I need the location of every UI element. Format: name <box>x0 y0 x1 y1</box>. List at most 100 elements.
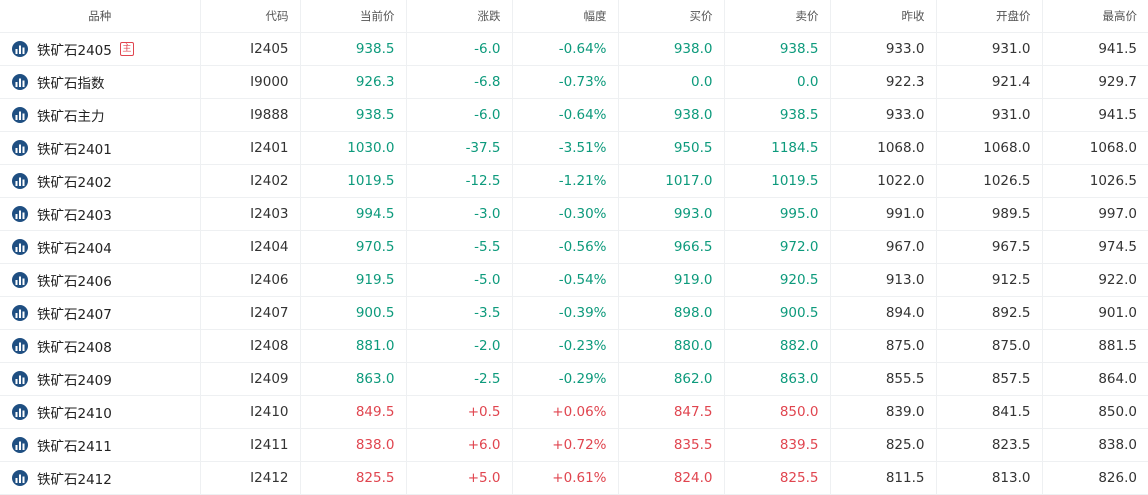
code-cell: I9000 <box>200 65 301 99</box>
high-cell: 941.5 <box>1042 98 1148 132</box>
bar-chart-icon[interactable] <box>12 404 28 420</box>
high-cell: 881.5 <box>1042 329 1148 363</box>
variety-name[interactable]: 铁矿石2401 <box>37 142 112 158</box>
table-row[interactable]: 铁矿石指数 I9000 926.3 -6.8 -0.73% 0.0 0.0 922.3 921.… <box>0 65 1148 99</box>
bid-cell: 0.0 <box>618 65 725 99</box>
table-header: 品种 代码 当前价 涨跌 幅度 买价 卖价 昨收 开盘价 最高价 <box>0 0 1148 33</box>
variety-name[interactable]: 铁矿石2407 <box>37 307 112 323</box>
table-row[interactable]: 铁矿石2407 I2407 900.5 -3.5 -0.39% 898.0 900.5 894… <box>0 296 1148 330</box>
last-price-cell: 881.0 <box>300 329 407 363</box>
table-row[interactable]: 铁矿石2410 I2410 849.5 +0.5 +0.06% 847.5 850.0 839… <box>0 395 1148 429</box>
header-change[interactable]: 涨跌 <box>406 0 513 33</box>
variety-wrap: 铁矿石2411 <box>12 435 112 455</box>
bar-chart-icon[interactable] <box>12 338 28 354</box>
last-price-cell: 926.3 <box>300 65 407 99</box>
variety-name[interactable]: 铁矿石2405 <box>37 43 112 59</box>
open-cell: 1068.0 <box>936 131 1043 165</box>
bar-chart-icon[interactable] <box>12 272 28 288</box>
table-row[interactable]: 铁矿石2402 I2402 1019.5 -12.5 -1.21% 1017.0 1019.… <box>0 164 1148 198</box>
bar-chart-icon[interactable] <box>12 173 28 189</box>
bar-chart-icon[interactable] <box>12 74 28 90</box>
variety-cell[interactable]: 铁矿石2403 <box>0 197 201 231</box>
variety-wrap: 铁矿石主力 <box>12 105 105 125</box>
last-price-cell: 1019.5 <box>300 164 407 198</box>
last-price-cell: 1030.0 <box>300 131 407 165</box>
bid-cell: 966.5 <box>618 230 725 264</box>
bar-chart-icon[interactable] <box>12 206 28 222</box>
open-cell: 921.4 <box>936 65 1043 99</box>
ask-cell: 0.0 <box>724 65 831 99</box>
variety-cell[interactable]: 铁矿石2411 <box>0 428 201 462</box>
table-row[interactable]: 铁矿石2405 主 I2405 938.5 -6.0 -0.64% 938.0 938.5 93… <box>0 32 1148 66</box>
bar-chart-icon[interactable] <box>12 437 28 453</box>
header-bid[interactable]: 买价 <box>618 0 725 33</box>
change-cell: +6.0 <box>406 428 513 462</box>
variety-cell[interactable]: 铁矿石2410 <box>0 395 201 429</box>
table-row[interactable]: 铁矿石2401 I2401 1030.0 -37.5 -3.51% 950.5 1184.5… <box>0 131 1148 165</box>
table-row[interactable]: 铁矿石2411 I2411 838.0 +6.0 +0.72% 835.5 839.5 825… <box>0 428 1148 462</box>
table-row[interactable]: 铁矿石2406 I2406 919.5 -5.0 -0.54% 919.0 920.5 913… <box>0 263 1148 297</box>
variety-cell[interactable]: 铁矿石2404 <box>0 230 201 264</box>
variety-name[interactable]: 铁矿石主力 <box>37 109 105 125</box>
change-pct-cell: -3.51% <box>512 131 619 165</box>
variety-name[interactable]: 铁矿石指数 <box>37 76 105 92</box>
header-variety[interactable]: 品种 <box>0 0 201 33</box>
prev-close-cell: 875.0 <box>830 329 937 363</box>
bar-chart-icon[interactable] <box>12 140 28 156</box>
change-cell: -12.5 <box>406 164 513 198</box>
header-open[interactable]: 开盘价 <box>936 0 1043 33</box>
variety-cell[interactable]: 铁矿石2409 <box>0 362 201 396</box>
header-ask[interactable]: 卖价 <box>724 0 831 33</box>
bar-chart-icon[interactable] <box>12 305 28 321</box>
variety-cell[interactable]: 铁矿石2412 <box>0 461 201 495</box>
variety-name[interactable]: 铁矿石2402 <box>37 175 112 191</box>
bar-chart-icon[interactable] <box>12 470 28 486</box>
code-cell: I2409 <box>200 362 301 396</box>
variety-name[interactable]: 铁矿石2411 <box>37 439 112 455</box>
variety-cell[interactable]: 铁矿石指数 <box>0 65 201 99</box>
table-row[interactable]: 铁矿石主力 I9888 938.5 -6.0 -0.64% 938.0 938.5 933.0… <box>0 98 1148 132</box>
prev-close-cell: 855.5 <box>830 362 937 396</box>
variety-wrap: 铁矿石2407 <box>12 303 112 323</box>
variety-name[interactable]: 铁矿石2404 <box>37 241 112 257</box>
variety-name[interactable]: 铁矿石2408 <box>37 340 112 356</box>
open-cell: 841.5 <box>936 395 1043 429</box>
header-change-pct[interactable]: 幅度 <box>512 0 619 33</box>
header-code[interactable]: 代码 <box>200 0 301 33</box>
bar-chart-icon[interactable] <box>12 371 28 387</box>
table-row[interactable]: 铁矿石2408 I2408 881.0 -2.0 -0.23% 880.0 882.0 875… <box>0 329 1148 363</box>
variety-name[interactable]: 铁矿石2410 <box>37 406 112 422</box>
variety-cell[interactable]: 铁矿石2408 <box>0 329 201 363</box>
change-cell: -3.0 <box>406 197 513 231</box>
variety-cell[interactable]: 铁矿石2402 <box>0 164 201 198</box>
bid-cell: 938.0 <box>618 98 725 132</box>
variety-cell[interactable]: 铁矿石2405 主 <box>0 32 201 66</box>
variety-name[interactable]: 铁矿石2412 <box>37 472 112 488</box>
ask-cell: 882.0 <box>724 329 831 363</box>
open-cell: 931.0 <box>936 98 1043 132</box>
table-row[interactable]: 铁矿石2412 I2412 825.5 +5.0 +0.61% 824.0 825.5 811… <box>0 461 1148 495</box>
table-row[interactable]: 铁矿石2404 I2404 970.5 -5.5 -0.56% 966.5 972.0 967… <box>0 230 1148 264</box>
ask-cell: 995.0 <box>724 197 831 231</box>
header-high[interactable]: 最高价 <box>1042 0 1148 33</box>
header-prev-close[interactable]: 昨收 <box>830 0 937 33</box>
header-last-price[interactable]: 当前价 <box>300 0 407 33</box>
last-price-cell: 863.0 <box>300 362 407 396</box>
bar-chart-icon[interactable] <box>12 107 28 123</box>
code-cell: I2408 <box>200 329 301 363</box>
bar-chart-icon[interactable] <box>12 239 28 255</box>
ask-cell: 863.0 <box>724 362 831 396</box>
code-cell: I2401 <box>200 131 301 165</box>
table-row[interactable]: 铁矿石2403 I2403 994.5 -3.0 -0.30% 993.0 995.0 991… <box>0 197 1148 231</box>
bid-cell: 993.0 <box>618 197 725 231</box>
variety-name[interactable]: 铁矿石2403 <box>37 208 112 224</box>
variety-name[interactable]: 铁矿石2409 <box>37 373 112 389</box>
variety-cell[interactable]: 铁矿石2407 <box>0 296 201 330</box>
table-row[interactable]: 铁矿石2409 I2409 863.0 -2.5 -0.29% 862.0 863.0 855… <box>0 362 1148 396</box>
bar-chart-icon[interactable] <box>12 41 28 57</box>
variety-cell[interactable]: 铁矿石主力 <box>0 98 201 132</box>
variety-name[interactable]: 铁矿石2406 <box>37 274 112 290</box>
variety-cell[interactable]: 铁矿石2401 <box>0 131 201 165</box>
variety-cell[interactable]: 铁矿石2406 <box>0 263 201 297</box>
